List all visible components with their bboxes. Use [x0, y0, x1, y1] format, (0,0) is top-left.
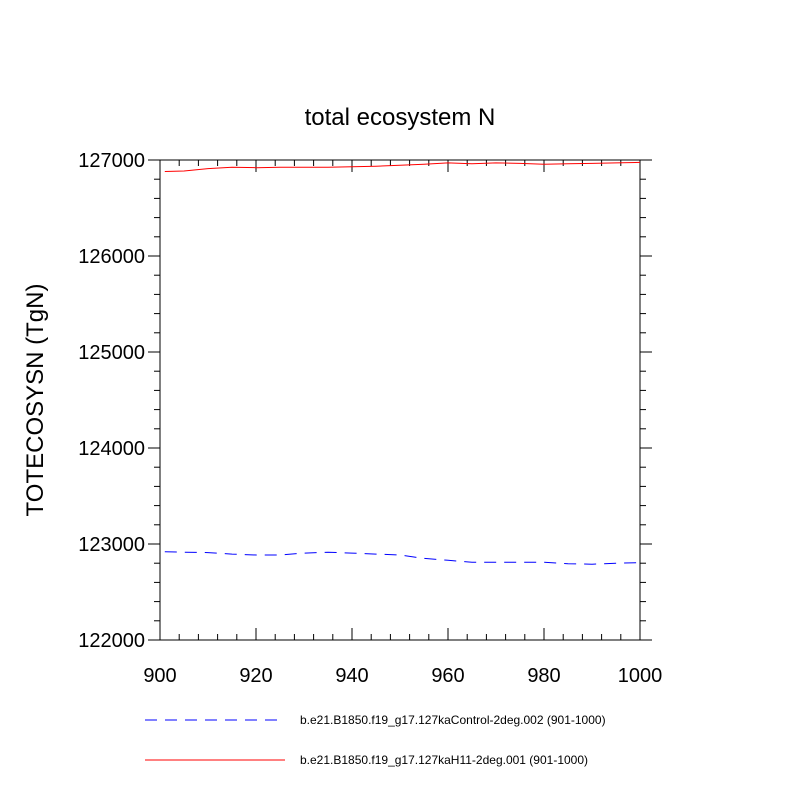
series-line-2: [164, 161, 641, 172]
x-tick-label: 900: [143, 665, 176, 687]
plot-frame: [159, 159, 641, 641]
x-tick-label: 1000: [618, 665, 663, 687]
legend: b.e21.B1850.f19_g17.127kaControl-2deg.00…: [145, 713, 606, 767]
y-tick-label: 124000: [78, 438, 145, 460]
chart-title: total ecosystem N: [305, 104, 496, 131]
series-line-1: [164, 551, 641, 565]
y-tick-label: 126000: [78, 246, 145, 268]
x-tick-label: 980: [527, 665, 560, 687]
plot-area: 900 920 940 960 980 1000 122000 123000 124000 125…: [78, 150, 662, 687]
y-axis-label: TOTECOSYSN (TgN): [22, 284, 49, 517]
legend-label-2: b.e21.B1850.f19_g17.127kaH11-2deg.001 (9…: [300, 753, 588, 767]
y-tick-label: 122000: [78, 630, 145, 652]
x-tick-label: 920: [239, 665, 272, 687]
y-tick-label: 123000: [78, 534, 145, 556]
x-tick-label: 940: [335, 665, 368, 687]
y-tick-label: 127000: [78, 150, 145, 172]
x-tick-label: 960: [431, 665, 464, 687]
y-tick-label: 125000: [78, 342, 145, 364]
legend-label-1: b.e21.B1850.f19_g17.127kaControl-2deg.00…: [300, 713, 606, 727]
